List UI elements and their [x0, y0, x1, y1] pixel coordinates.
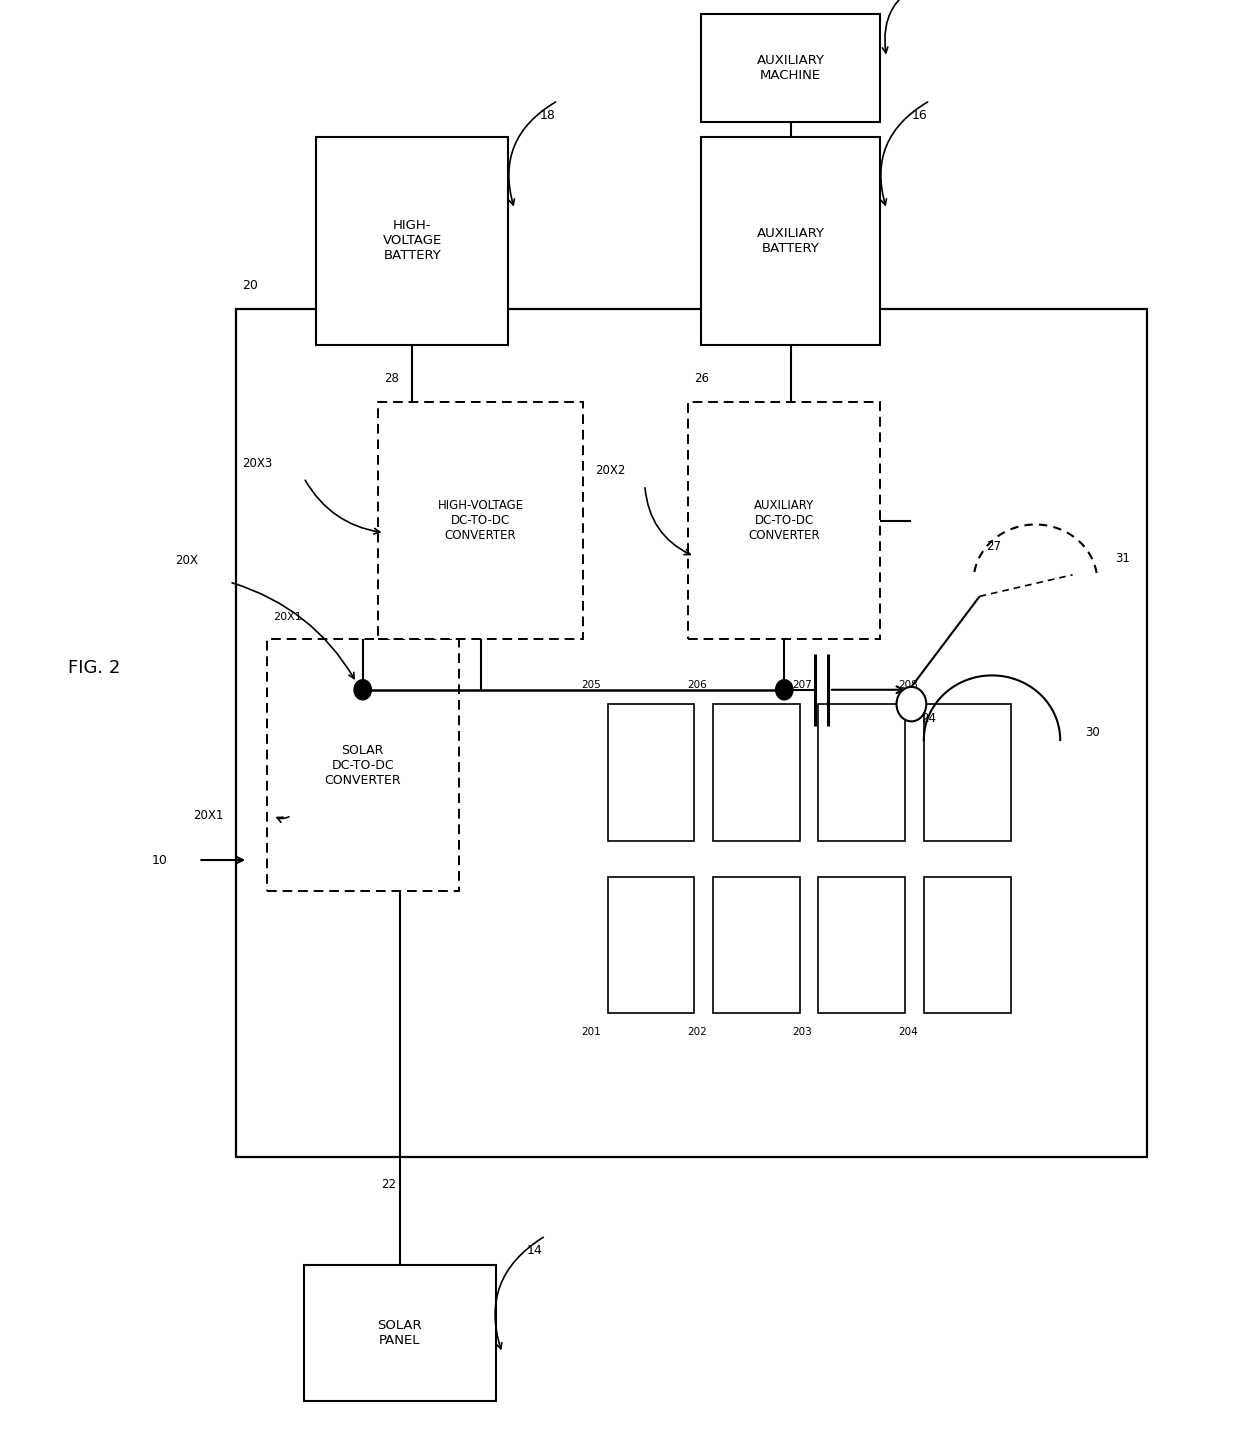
Bar	[688, 402, 880, 639]
Text: 206: 206	[687, 680, 707, 690]
Text: SOLAR
PANEL: SOLAR PANEL	[378, 1319, 422, 1346]
Text: 27: 27	[986, 540, 1001, 553]
Text: 20X2: 20X2	[595, 464, 625, 477]
Text: 30: 30	[1085, 726, 1100, 740]
Text: AUXILIARY
MACHINE: AUXILIARY MACHINE	[756, 55, 825, 82]
Bar	[818, 877, 905, 1013]
Text: 20X3: 20X3	[242, 457, 272, 470]
Text: HIGH-VOLTAGE
DC-TO-DC
CONVERTER: HIGH-VOLTAGE DC-TO-DC CONVERTER	[438, 500, 523, 542]
Text: AUXILIARY
DC-TO-DC
CONVERTER: AUXILIARY DC-TO-DC CONVERTER	[749, 500, 820, 542]
Bar	[236, 309, 1147, 1157]
Text: FIG. 2: FIG. 2	[68, 660, 120, 677]
Text: 16: 16	[911, 109, 928, 122]
Bar	[701, 137, 880, 345]
Bar	[304, 1265, 496, 1401]
Text: 20: 20	[242, 279, 258, 292]
Bar	[701, 14, 880, 122]
Circle shape	[776, 680, 794, 700]
Text: 20X1: 20X1	[193, 809, 223, 822]
Bar	[267, 639, 459, 891]
Text: 201: 201	[582, 1027, 601, 1038]
Text: 208: 208	[898, 680, 918, 690]
Text: 24: 24	[920, 711, 936, 726]
Bar	[316, 137, 508, 345]
Text: 14: 14	[527, 1244, 543, 1257]
Text: 28: 28	[384, 372, 399, 385]
Bar	[378, 402, 583, 639]
Text: 26: 26	[694, 372, 709, 385]
Text: 207: 207	[792, 680, 812, 690]
Bar	[713, 704, 800, 841]
Bar	[608, 704, 694, 841]
Text: 18: 18	[539, 109, 556, 122]
Bar	[924, 877, 1011, 1013]
Bar	[924, 704, 1011, 841]
Bar	[713, 877, 800, 1013]
Text: 202: 202	[687, 1027, 707, 1038]
Circle shape	[897, 687, 926, 721]
Text: SOLAR
DC-TO-DC
CONVERTER: SOLAR DC-TO-DC CONVERTER	[325, 744, 401, 786]
Text: HIGH-
VOLTAGE
BATTERY: HIGH- VOLTAGE BATTERY	[383, 220, 441, 262]
Text: 203: 203	[792, 1027, 812, 1038]
Text: 20X: 20X	[176, 553, 198, 568]
Text: 31: 31	[1115, 552, 1130, 565]
Text: 20X1: 20X1	[273, 612, 301, 622]
Bar	[608, 877, 694, 1013]
Text: 22: 22	[382, 1178, 397, 1191]
Text: AUXILIARY
BATTERY: AUXILIARY BATTERY	[756, 227, 825, 254]
Circle shape	[355, 680, 372, 700]
Text: 204: 204	[898, 1027, 918, 1038]
Text: 205: 205	[582, 680, 601, 690]
Text: 10: 10	[151, 854, 167, 867]
Bar	[818, 704, 905, 841]
